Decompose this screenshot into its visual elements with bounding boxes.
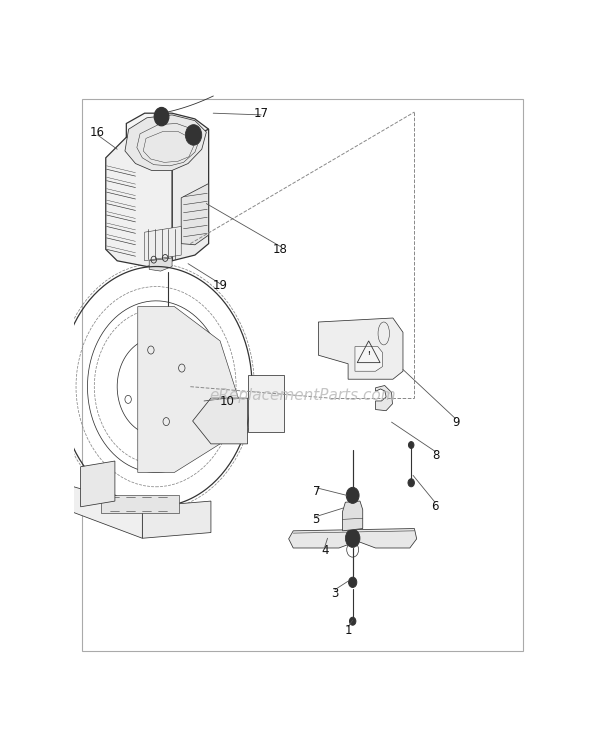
- Text: 1: 1: [345, 624, 352, 637]
- Polygon shape: [248, 375, 284, 432]
- Text: 16: 16: [90, 126, 105, 139]
- Polygon shape: [101, 496, 179, 513]
- Polygon shape: [81, 461, 115, 507]
- Circle shape: [408, 441, 414, 449]
- Text: !: !: [367, 351, 370, 356]
- Polygon shape: [142, 501, 211, 538]
- Text: 3: 3: [331, 587, 339, 600]
- Polygon shape: [319, 318, 403, 379]
- Polygon shape: [145, 227, 181, 261]
- Circle shape: [408, 478, 414, 487]
- Polygon shape: [289, 528, 417, 548]
- Polygon shape: [181, 184, 209, 244]
- Text: 8: 8: [432, 450, 440, 462]
- Polygon shape: [125, 115, 206, 170]
- Text: 7: 7: [313, 485, 321, 498]
- Circle shape: [185, 125, 202, 145]
- Text: 10: 10: [219, 395, 234, 408]
- Text: 9: 9: [452, 416, 459, 429]
- Polygon shape: [60, 398, 142, 538]
- Polygon shape: [149, 258, 172, 271]
- Circle shape: [349, 617, 356, 625]
- Circle shape: [345, 529, 360, 548]
- Circle shape: [140, 366, 172, 406]
- Circle shape: [349, 577, 357, 588]
- Circle shape: [154, 108, 169, 126]
- Polygon shape: [106, 137, 172, 267]
- Text: 18: 18: [273, 244, 288, 256]
- Text: 6: 6: [431, 500, 439, 513]
- Polygon shape: [192, 398, 248, 444]
- Polygon shape: [355, 346, 382, 372]
- Text: 4: 4: [321, 545, 329, 557]
- Polygon shape: [343, 501, 363, 531]
- Polygon shape: [172, 129, 209, 261]
- Circle shape: [346, 487, 359, 503]
- Text: eReplacementParts.com: eReplacementParts.com: [209, 388, 396, 403]
- Text: 17: 17: [254, 107, 268, 120]
- Text: 5: 5: [313, 513, 320, 527]
- Polygon shape: [126, 113, 209, 145]
- Polygon shape: [376, 386, 392, 411]
- Text: 19: 19: [212, 279, 228, 292]
- Polygon shape: [137, 307, 238, 473]
